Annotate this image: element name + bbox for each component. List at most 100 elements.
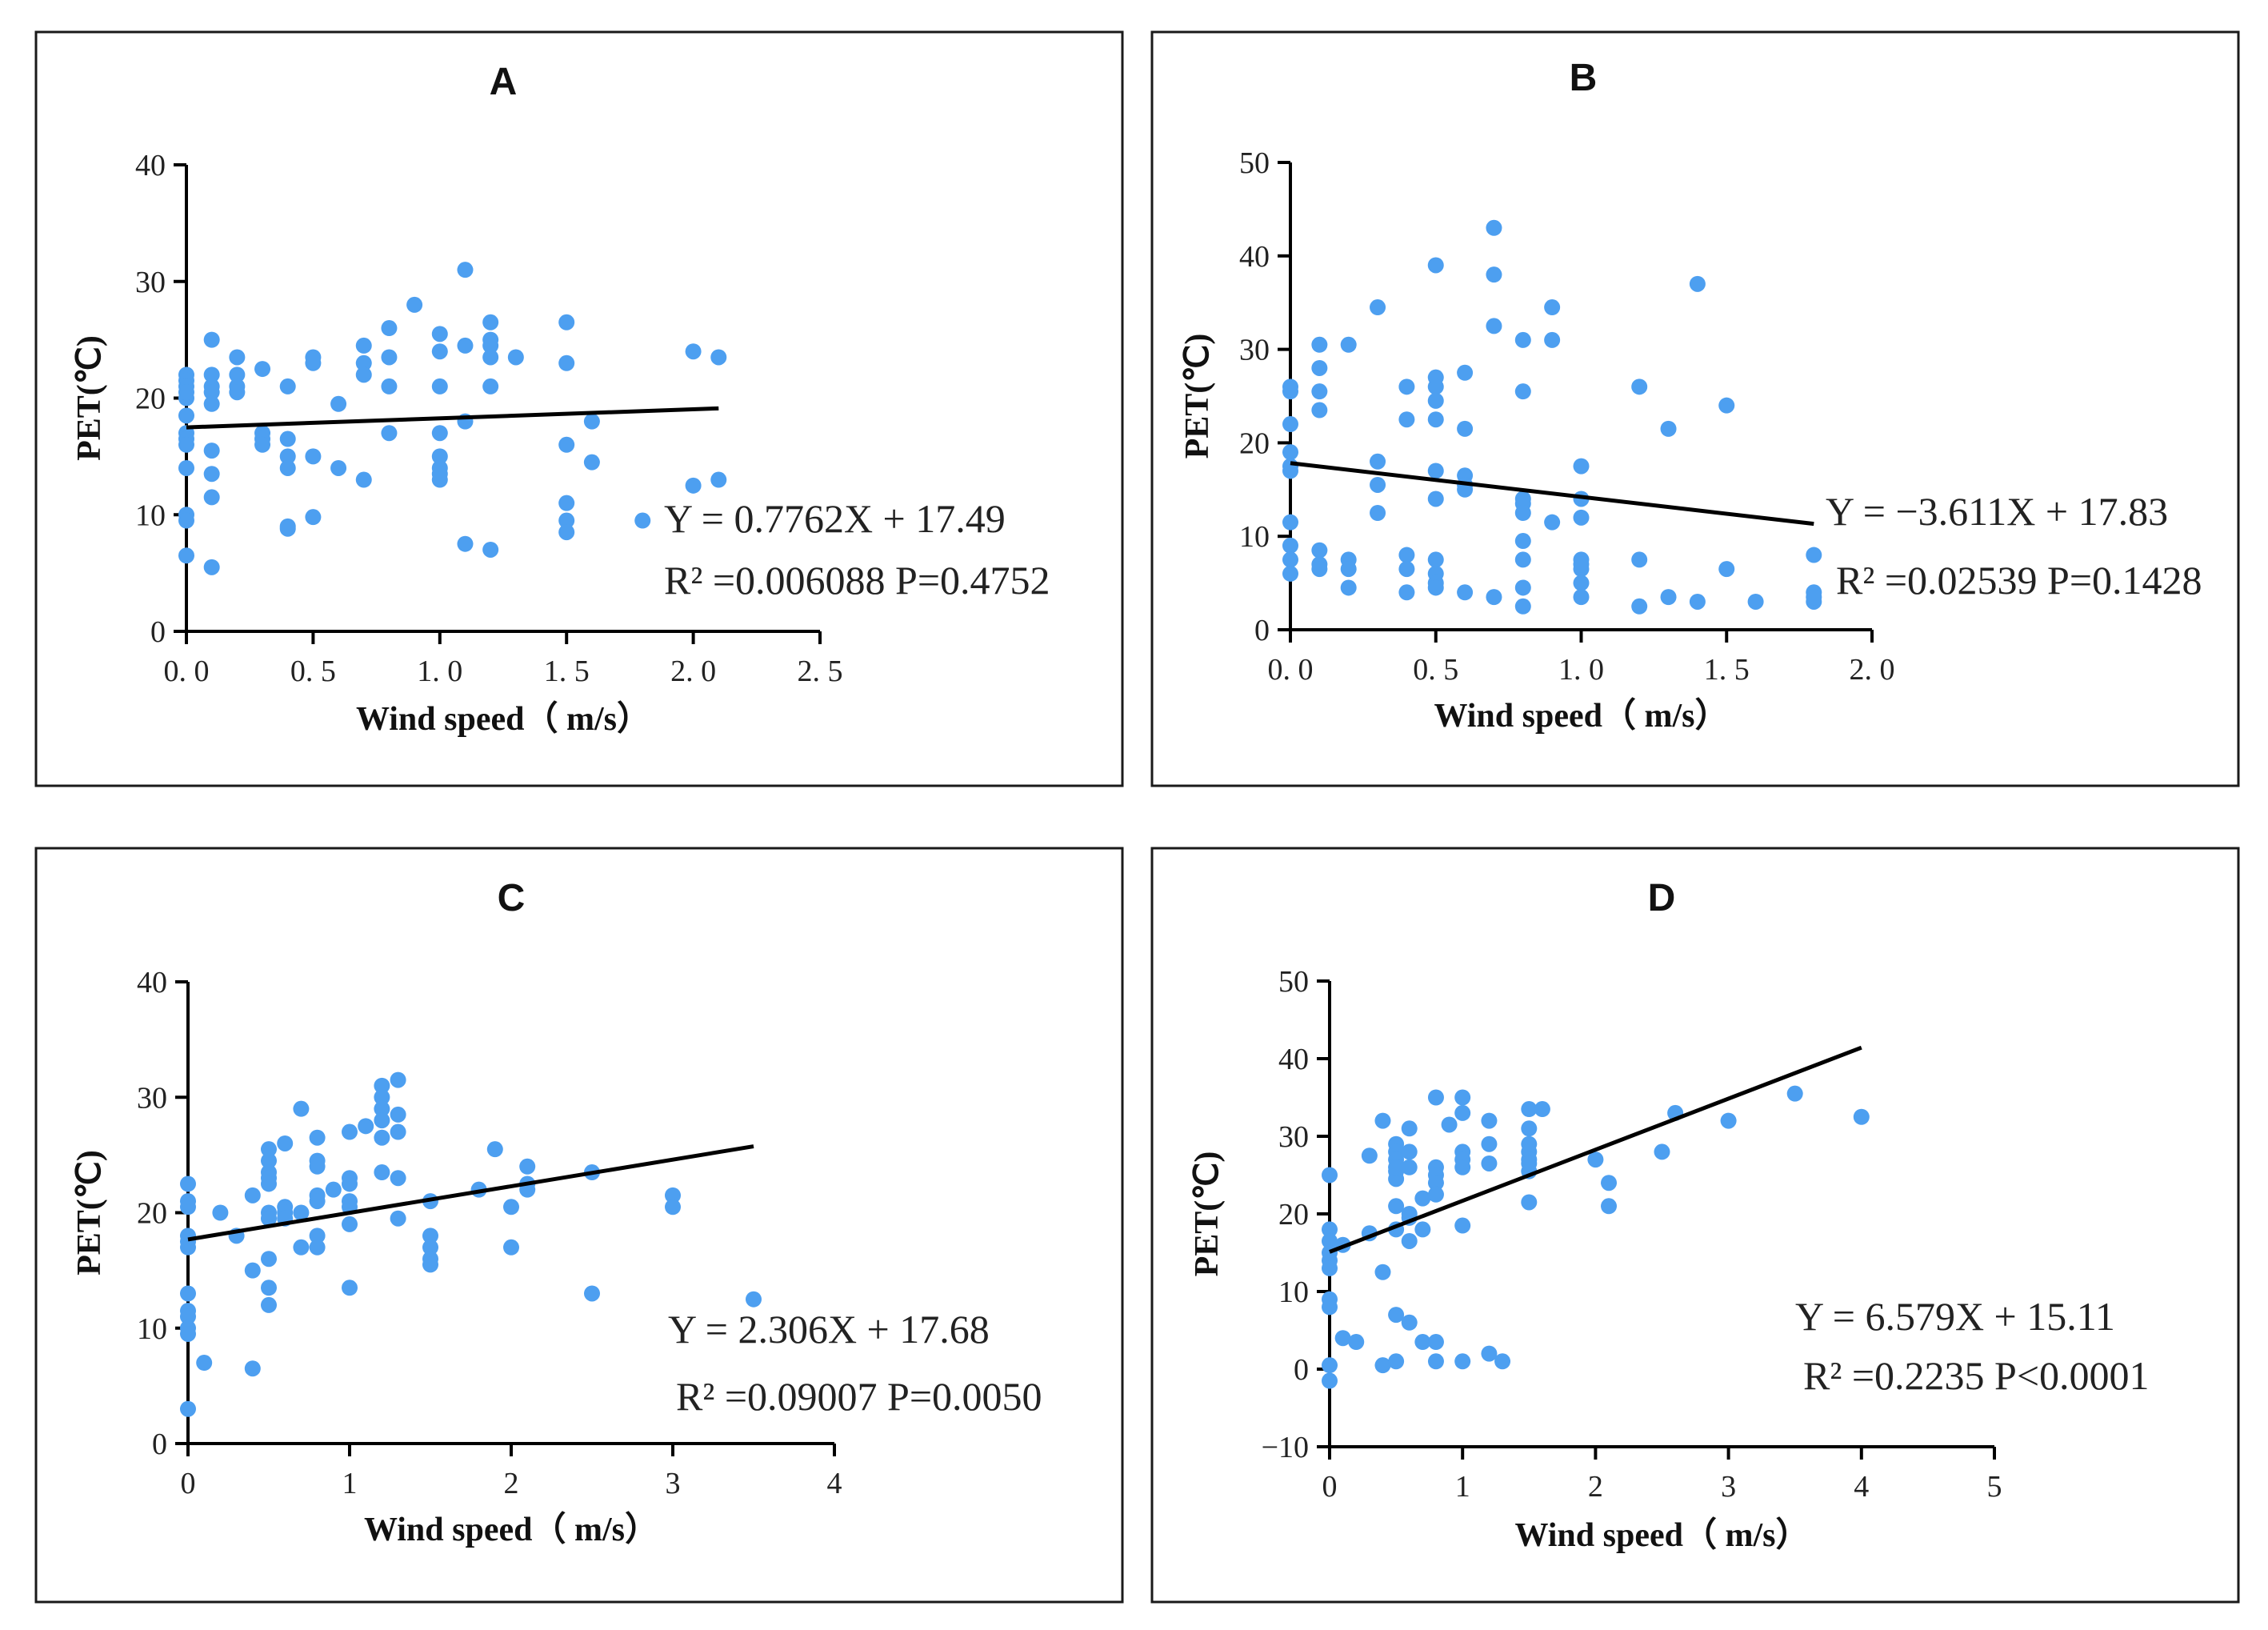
data-point [1282,444,1298,461]
data-point [1427,551,1444,568]
data-point [482,337,499,354]
y-tick-label: 0 [1294,1353,1309,1387]
data-point [1322,1167,1338,1183]
data-point [1601,1198,1618,1215]
data-point [519,1158,536,1175]
data-point [558,524,575,541]
data-point [1398,378,1415,395]
data-point [1544,299,1561,316]
data-point [1427,463,1444,479]
x-tick-label: 1. 5 [544,655,590,688]
data-point [1494,1353,1511,1370]
data-point [342,1123,358,1140]
panel-frame [1150,847,2240,1604]
x-axis-label: Wind speed（ m/s） [356,700,650,738]
data-point [325,1181,342,1198]
data-point [486,1141,503,1158]
data-point [1631,598,1648,615]
data-point [584,1285,600,1302]
data-point [203,384,220,401]
y-tick-label: 30 [135,266,166,299]
regression-stats: R² =0.09007 P=0.0050 [676,1374,1042,1419]
data-point [1322,1260,1338,1276]
data-point [558,495,575,511]
y-tick-label: 30 [1278,1120,1309,1154]
data-point [1340,579,1357,596]
data-point [180,1308,196,1325]
data-point [1370,505,1386,521]
data-point [507,349,524,366]
data-point [261,1141,277,1158]
data-point [1457,584,1474,601]
data-point [1806,589,1822,606]
data-point [1311,402,1328,419]
regression-line [1329,1045,1862,1254]
data-point [482,541,499,558]
data-point [1689,275,1706,292]
data-point [1457,364,1474,381]
data-point [390,1170,406,1187]
data-point [330,459,347,476]
data-point [1311,561,1328,578]
data-point [431,471,448,488]
data-point [229,384,246,401]
data-point [342,1280,358,1296]
regression-line [186,406,719,430]
data-point [457,535,474,552]
data-point [1631,551,1648,568]
x-tick-label: 2. 0 [670,655,716,688]
x-axis-label: Wind speed（ m/s） [1434,697,1729,735]
data-point [422,1228,438,1244]
data-point [1348,1334,1365,1351]
x-tick-label: 1. 5 [1704,653,1750,687]
x-tick-label: 1 [1455,1470,1470,1504]
data-point [1322,1372,1338,1389]
data-point [178,384,194,401]
data-point [1401,1143,1418,1160]
data-point [229,349,246,366]
data-point [1388,1198,1405,1215]
data-point [1427,378,1444,395]
data-point [1441,1116,1458,1133]
data-point [196,1355,213,1372]
data-point [1514,579,1531,596]
data-point [309,1239,326,1256]
y-tick-label: 50 [1239,146,1270,180]
data-point [203,366,220,383]
x-tick-label: 2 [1588,1470,1603,1504]
data-point [558,512,575,529]
data-point [374,1112,390,1129]
data-point [342,1175,358,1192]
data-point [178,407,194,424]
data-point [254,361,271,378]
data-point [1457,420,1474,437]
data-point [1401,1159,1418,1175]
data-point [685,477,702,494]
data-point [261,1251,277,1268]
y-tick-label: 30 [137,1081,167,1115]
x-tick-label: 4 [827,1467,842,1500]
data-point [503,1199,519,1215]
data-point [261,1280,277,1296]
data-point [277,1135,294,1151]
data-point [381,320,398,337]
data-point [1282,458,1298,475]
data-point [457,337,474,354]
data-point [261,1175,277,1192]
data-point [1427,491,1444,507]
data-point [1282,383,1298,400]
data-point [1282,565,1298,582]
data-point [1374,1357,1391,1374]
data-point [261,1152,277,1169]
data-point [305,354,322,371]
regression-equation: Y = 2.306X + 17.68 [668,1307,990,1352]
data-point [381,378,398,394]
data-point [254,436,271,453]
data-point [178,436,194,453]
data-point [1398,411,1415,428]
data-point [261,1210,277,1227]
data-point [1427,1353,1444,1370]
data-point [710,349,727,366]
data-point [746,1291,762,1308]
